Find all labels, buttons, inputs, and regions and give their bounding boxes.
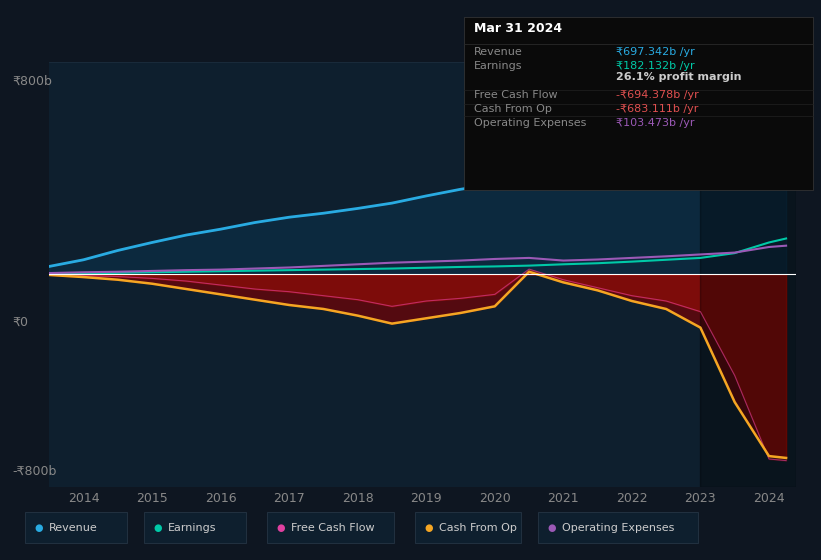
Text: ₹0: ₹0	[12, 315, 28, 329]
Text: Revenue: Revenue	[49, 523, 98, 533]
Text: Free Cash Flow: Free Cash Flow	[291, 523, 375, 533]
Text: ₹182.132b /yr: ₹182.132b /yr	[616, 61, 695, 71]
Text: Operating Expenses: Operating Expenses	[474, 118, 586, 128]
Text: -₹683.111b /yr: -₹683.111b /yr	[616, 104, 698, 114]
Text: Free Cash Flow: Free Cash Flow	[474, 90, 557, 100]
Text: Cash From Op: Cash From Op	[474, 104, 552, 114]
Text: ●: ●	[424, 523, 433, 533]
Text: ●: ●	[154, 523, 162, 533]
Text: ₹697.342b /yr: ₹697.342b /yr	[616, 47, 695, 57]
Text: -₹694.378b /yr: -₹694.378b /yr	[616, 90, 699, 100]
Text: Revenue: Revenue	[474, 47, 522, 57]
Text: 26.1% profit margin: 26.1% profit margin	[616, 72, 741, 82]
Text: Earnings: Earnings	[474, 61, 522, 71]
Bar	[700, 62, 796, 487]
Text: ●: ●	[34, 523, 43, 533]
Text: ₹103.473b /yr: ₹103.473b /yr	[616, 118, 695, 128]
Text: Earnings: Earnings	[168, 523, 217, 533]
Text: ●: ●	[277, 523, 285, 533]
Text: ●: ●	[548, 523, 556, 533]
Text: ₹800b: ₹800b	[12, 74, 53, 88]
Text: Operating Expenses: Operating Expenses	[562, 523, 675, 533]
Text: Mar 31 2024: Mar 31 2024	[474, 22, 562, 35]
Text: Cash From Op: Cash From Op	[439, 523, 517, 533]
Text: -₹800b: -₹800b	[12, 465, 57, 478]
